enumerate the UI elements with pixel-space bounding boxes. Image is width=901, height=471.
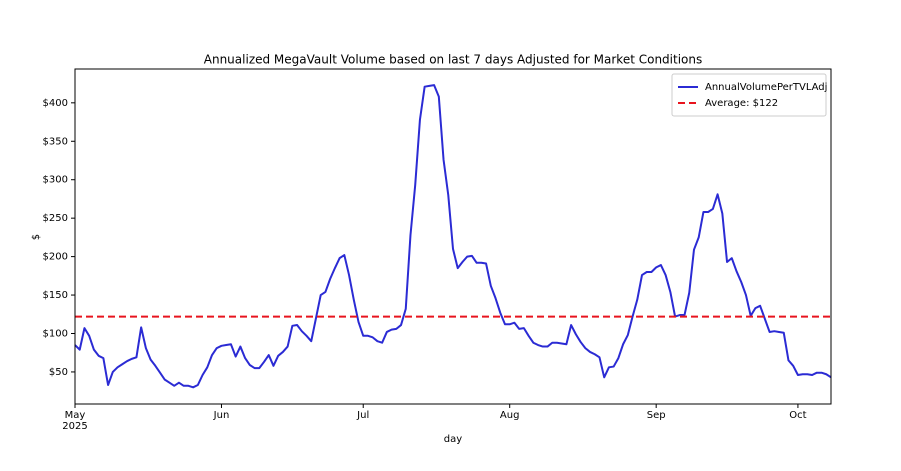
y-tick-label: $250 [43,213,68,224]
x-tick-label: Jul [356,410,369,421]
y-tick-label: $400 [43,98,68,109]
y-tick-label: $50 [49,367,68,378]
x-tick-label: Oct [789,410,806,421]
x-axis-label: day [444,434,462,445]
y-axis-label: $ [31,234,42,240]
legend-label: AnnualVolumePerTVLAdj [705,82,827,93]
x-tick-label: May [65,410,86,421]
y-tick-label: $100 [43,328,68,339]
legend-box [671,73,827,117]
y-tick-label: $200 [43,252,68,263]
y-tick-label: $350 [43,136,68,147]
chart-title: Annualized MegaVault Volume based on las… [204,53,702,67]
x-tick-label: Sep [647,410,666,421]
x-tick-label: Aug [500,410,520,421]
x-tick-label: Jun [213,410,230,421]
y-tick-label: $150 [43,290,68,301]
y-tick-label: $300 [43,175,68,186]
plot-frame [74,68,832,405]
x-tick-sublabel: 2025 [62,421,87,432]
data-line [74,84,832,389]
legend-label: Average: $122 [705,98,778,109]
